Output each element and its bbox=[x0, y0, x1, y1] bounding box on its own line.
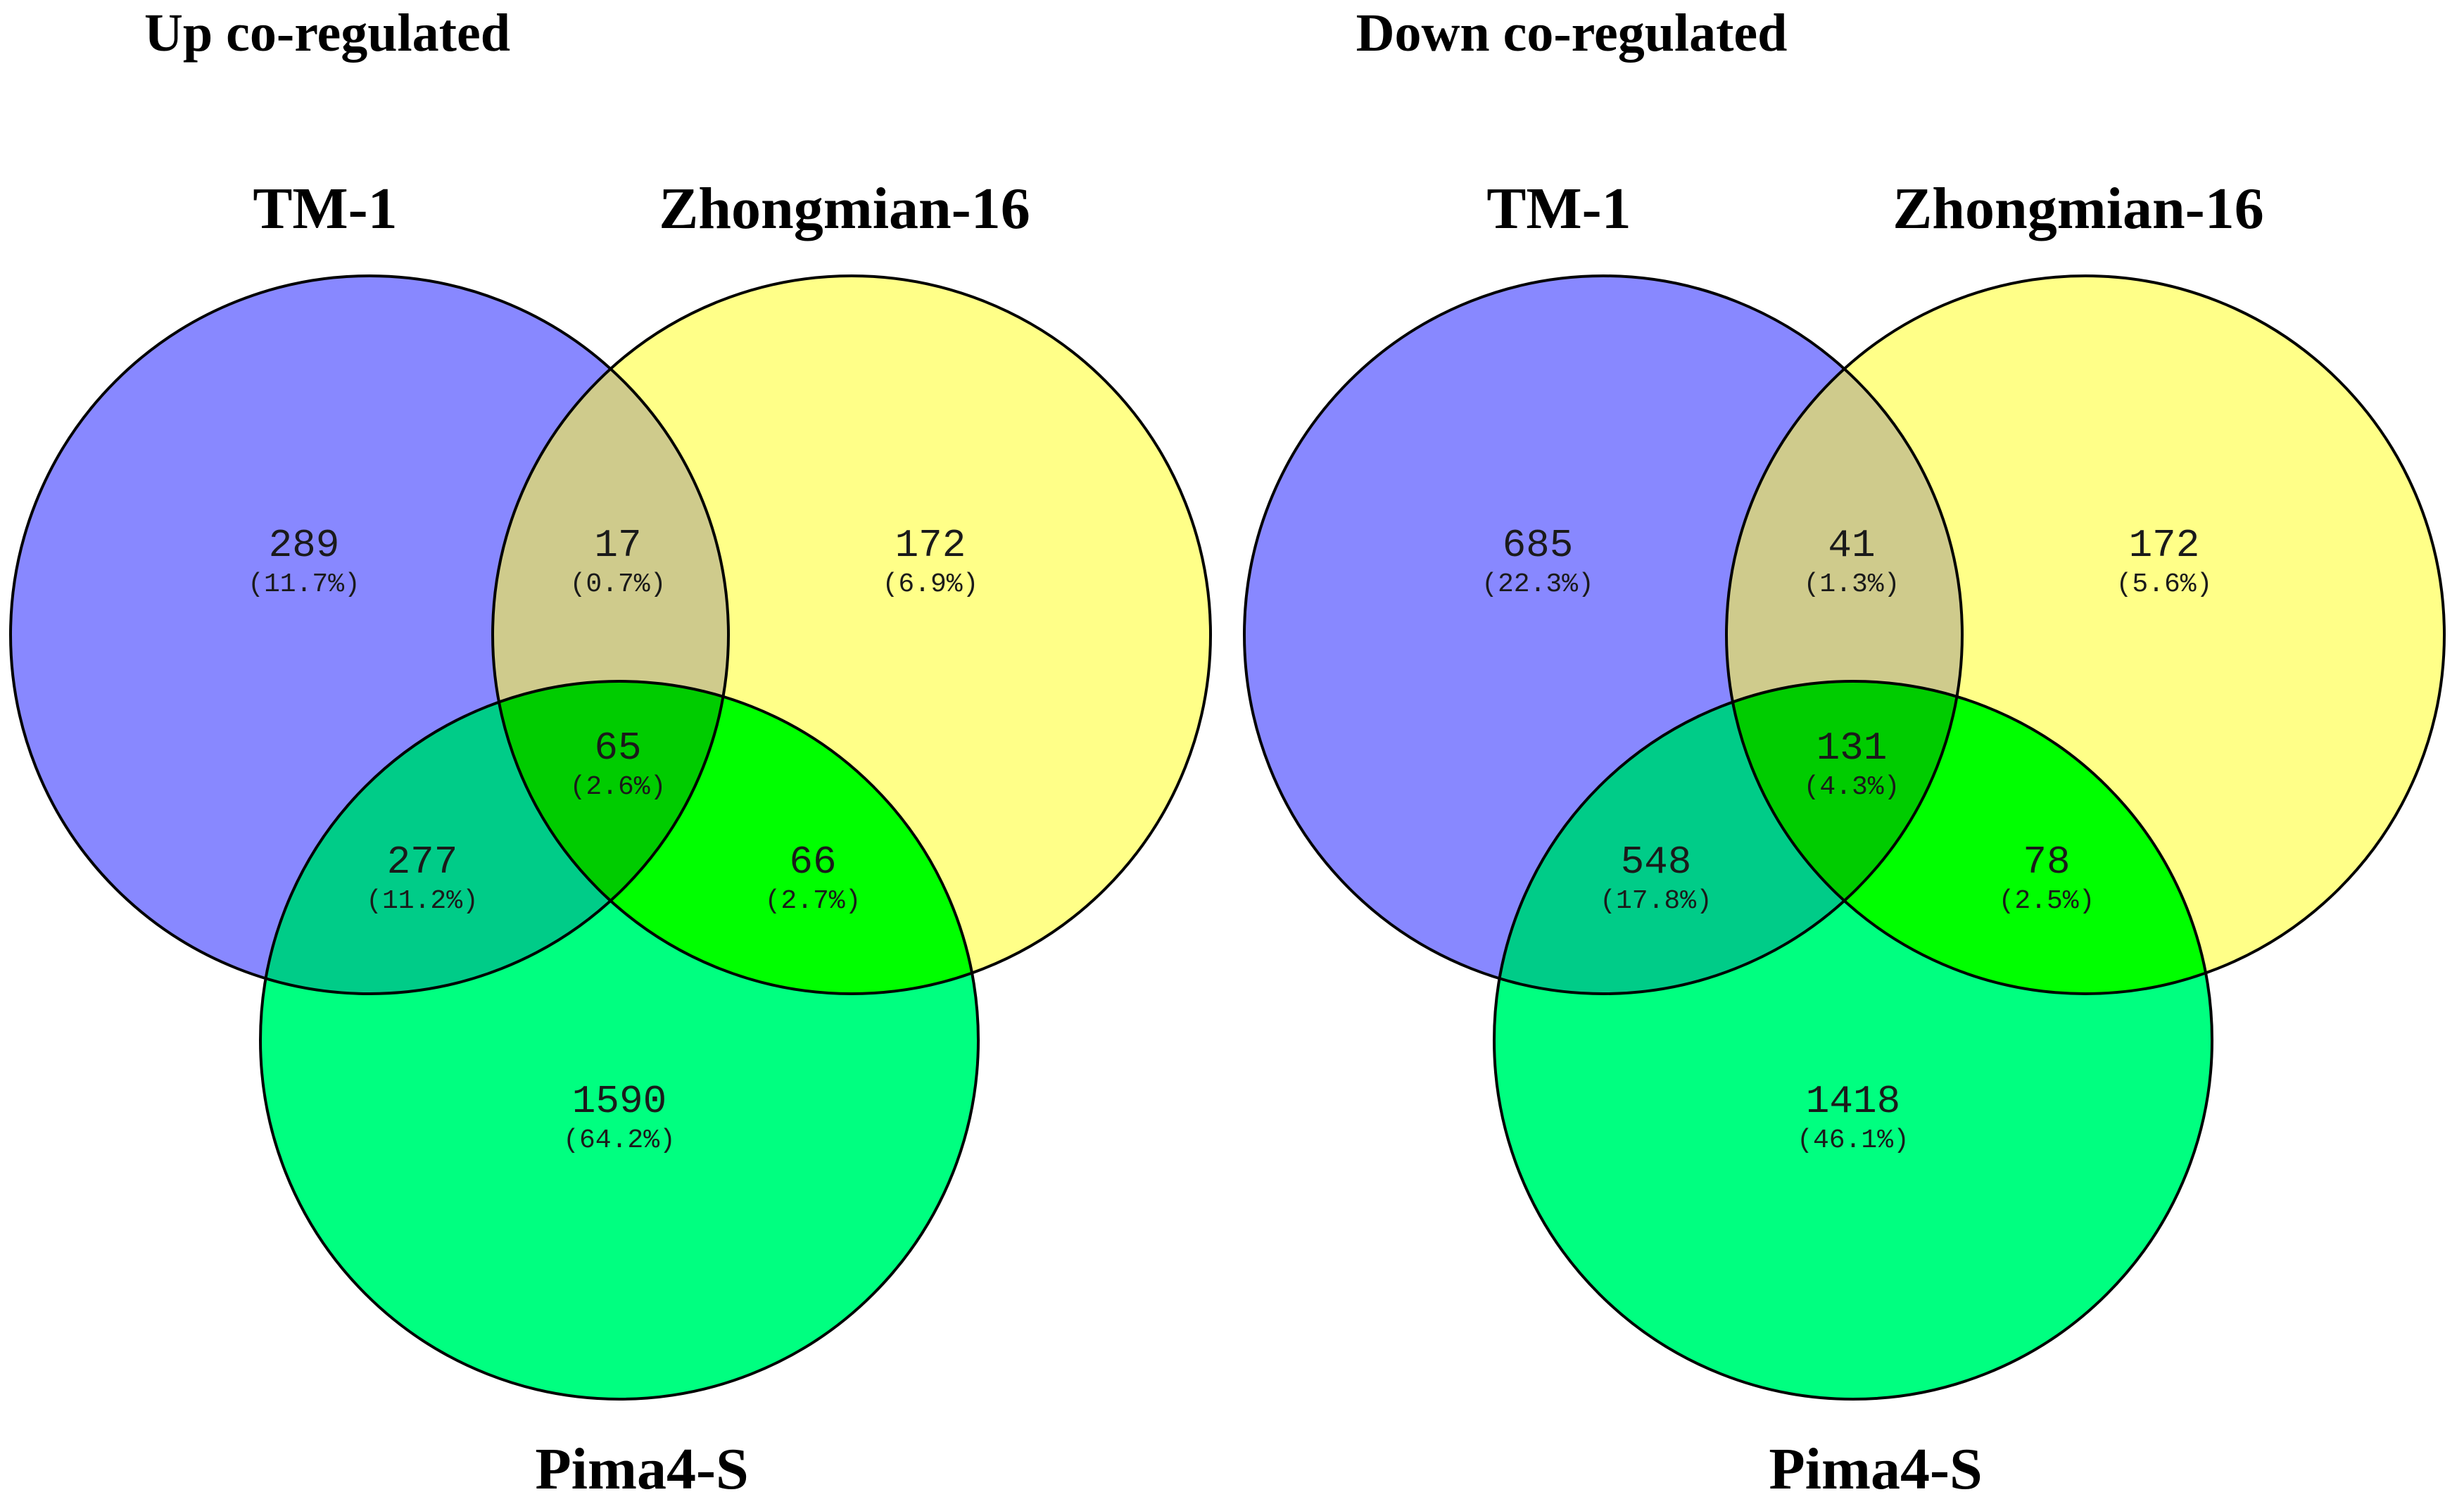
region-bc: 78(2.5%) bbox=[1999, 840, 2095, 916]
circle-outline-b bbox=[491, 274, 1212, 995]
region-abc: 65(2.6%) bbox=[570, 726, 666, 802]
overlap-ac bbox=[1494, 681, 1962, 994]
region-c-only: 1590(64.2%) bbox=[563, 1079, 676, 1156]
region-percent: (46.1%) bbox=[1797, 1125, 1909, 1156]
region-percent: (1.3%) bbox=[1804, 569, 1900, 600]
region-percent: (11.2%) bbox=[366, 886, 479, 916]
region-percent: (2.7%) bbox=[765, 886, 861, 916]
region-percent: (0.7%) bbox=[570, 569, 666, 600]
circle-outline-c bbox=[1493, 680, 2213, 1401]
overlap-bc bbox=[1726, 681, 2212, 994]
region-b-only: 172(6.9%) bbox=[883, 523, 979, 600]
region-count: 17 bbox=[594, 523, 641, 568]
set-label-c: Pima4-S bbox=[535, 1436, 748, 1502]
circle-outline-a bbox=[9, 274, 730, 995]
region-percent: (22.3%) bbox=[1481, 569, 1594, 600]
region-percent: (64.2%) bbox=[563, 1125, 676, 1156]
venn-panel-up: Up co-regulated TM-1 Zhongmian-16 Pima4-S 28… bbox=[9, 4, 1212, 1502]
region-count: 66 bbox=[789, 840, 836, 885]
region-count: 65 bbox=[594, 726, 641, 771]
region-bc: 66(2.7%) bbox=[765, 840, 861, 916]
region-b-only: 172(5.6%) bbox=[2116, 523, 2213, 600]
region-count: 172 bbox=[2129, 523, 2200, 568]
region-count: 78 bbox=[2023, 840, 2070, 885]
region-ac: 277(11.2%) bbox=[366, 840, 479, 916]
region-a-only: 685(22.3%) bbox=[1481, 523, 1594, 600]
region-count: 277 bbox=[387, 840, 458, 885]
region-ac: 548(17.8%) bbox=[1600, 840, 1712, 916]
set-label-c: Pima4-S bbox=[1769, 1436, 1982, 1502]
region-count: 289 bbox=[269, 523, 340, 568]
region-count: 131 bbox=[1817, 726, 1888, 771]
region-c-only: 1418(46.1%) bbox=[1797, 1079, 1909, 1156]
set-label-a: TM-1 bbox=[253, 176, 397, 241]
region-count: 1590 bbox=[572, 1079, 666, 1124]
overlap-ac bbox=[260, 681, 728, 994]
region-count: 548 bbox=[1621, 840, 1692, 885]
panel-title: Down co-regulated bbox=[1356, 4, 1788, 63]
region-ab: 17(0.7%) bbox=[570, 523, 666, 600]
overlap-bc bbox=[493, 681, 978, 994]
region-count: 685 bbox=[1503, 523, 1574, 568]
set-label-b: Zhongmian-16 bbox=[659, 176, 1030, 241]
region-count: 41 bbox=[1828, 523, 1875, 568]
panel-title: Up co-regulated bbox=[144, 4, 510, 63]
region-a-only: 289(11.7%) bbox=[248, 523, 360, 600]
region-percent: (17.8%) bbox=[1600, 886, 1712, 916]
circle-outline-c bbox=[259, 680, 980, 1401]
region-abc: 131(4.3%) bbox=[1804, 726, 1900, 802]
region-ab: 41(1.3%) bbox=[1804, 523, 1900, 600]
circle-outline-b bbox=[1725, 274, 2446, 995]
set-label-b: Zhongmian-16 bbox=[1893, 176, 2263, 241]
region-percent: (5.6%) bbox=[2116, 569, 2213, 600]
region-percent: (4.3%) bbox=[1804, 772, 1900, 802]
set-label-a: TM-1 bbox=[1486, 176, 1631, 241]
region-percent: (11.7%) bbox=[248, 569, 360, 600]
region-percent: (2.5%) bbox=[1999, 886, 2095, 916]
circle-outline-a bbox=[1243, 274, 1964, 995]
venn-panel-down: Down co-regulated TM-1 Zhongmian-16 Pima4-S… bbox=[1243, 4, 2446, 1502]
region-percent: (6.9%) bbox=[883, 569, 979, 600]
region-percent: (2.6%) bbox=[570, 772, 666, 802]
region-count: 172 bbox=[895, 523, 966, 568]
region-count: 1418 bbox=[1806, 1079, 1900, 1124]
